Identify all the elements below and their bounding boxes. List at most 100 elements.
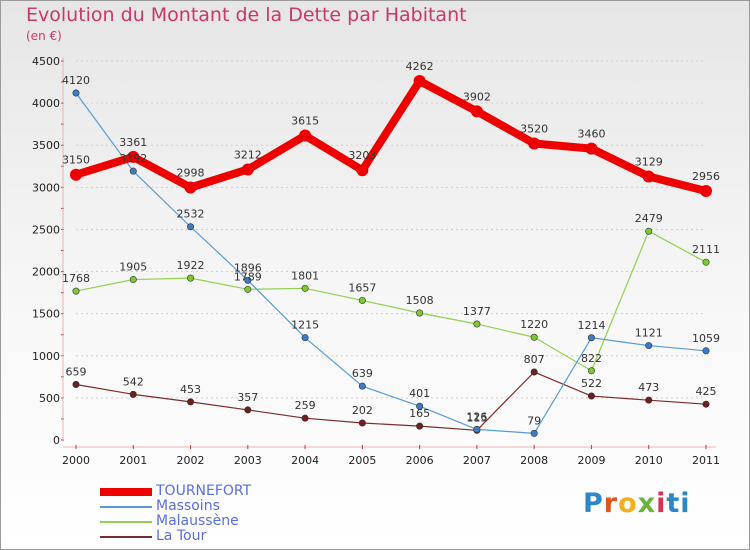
y-tick-label: 4000 — [32, 97, 60, 110]
x-tick-label: 2007 — [463, 454, 491, 467]
chart-subtitle: (en €) — [26, 29, 62, 43]
data-label: 639 — [352, 367, 373, 380]
data-point — [244, 285, 252, 293]
data-label: 1789 — [234, 270, 262, 283]
data-label: 2111 — [692, 243, 720, 256]
data-label: 2998 — [177, 167, 205, 180]
legend-label-malaussene: Malaussène — [156, 513, 239, 529]
data-point — [645, 396, 653, 404]
data-point — [585, 142, 598, 155]
data-point — [530, 429, 538, 437]
legend-item-tournefort: TOURNEFORT — [100, 484, 251, 499]
data-label: 542 — [123, 375, 144, 388]
x-tick-label: 2004 — [291, 454, 319, 467]
grid-layer — [76, 60, 706, 399]
series-line-0 — [72, 77, 710, 196]
data-label: 2532 — [177, 208, 205, 221]
data-label: 259 — [295, 399, 316, 412]
data-point — [301, 414, 309, 422]
x-tick-label: 2006 — [406, 454, 434, 467]
y-tick-label: 1000 — [32, 350, 60, 363]
data-label: 3150 — [62, 154, 90, 167]
x-tick-label: 2000 — [62, 454, 90, 467]
data-label: 2956 — [692, 170, 720, 183]
data-point — [72, 287, 80, 295]
data-point — [642, 170, 655, 183]
data-point — [702, 347, 710, 355]
data-label: 3520 — [520, 123, 548, 136]
data-point — [129, 167, 137, 175]
y-tick-label: 500 — [39, 392, 60, 405]
data-point — [473, 320, 481, 328]
data-label: 3615 — [291, 115, 319, 128]
data-label: 1377 — [463, 305, 491, 318]
data-label: 165 — [409, 407, 430, 420]
data-label: 3460 — [577, 128, 605, 141]
data-point — [301, 284, 309, 292]
data-point — [127, 150, 140, 163]
series-line-1 — [75, 92, 707, 434]
y-tick-label: 1500 — [32, 308, 60, 321]
legend-label-tournefort: TOURNEFORT — [156, 483, 252, 499]
data-point — [530, 333, 538, 341]
data-point — [356, 164, 369, 177]
data-point — [416, 309, 424, 317]
data-point — [241, 163, 254, 176]
data-label: 473 — [638, 381, 659, 394]
data-label: 4120 — [62, 74, 90, 87]
x-tick-label: 2001 — [119, 454, 147, 467]
data-label: 807 — [524, 353, 545, 366]
data-label: 357 — [237, 391, 258, 404]
x-tick-label: 2011 — [692, 454, 720, 467]
data-label: 1121 — [635, 327, 663, 340]
data-label: 1657 — [348, 281, 376, 294]
data-label: 79 — [527, 414, 541, 427]
data-point — [587, 334, 595, 342]
data-point — [530, 368, 538, 376]
x-tick-label: 2010 — [635, 454, 663, 467]
data-point — [645, 342, 653, 350]
series-layer — [70, 75, 712, 437]
data-label: 1059 — [692, 332, 720, 345]
data-label: 3192 — [119, 152, 147, 165]
data-point — [700, 185, 712, 198]
data-label: 401 — [409, 387, 430, 400]
legend-swatch-massoins — [100, 505, 152, 508]
data-label: 3203 — [348, 149, 376, 162]
data-label: 3212 — [234, 148, 262, 161]
x-tick-label: 2005 — [348, 454, 376, 467]
data-point — [72, 89, 80, 97]
y-tick-label: 3500 — [32, 139, 60, 152]
data-label: 522 — [581, 377, 602, 390]
data-point — [416, 402, 424, 410]
data-point — [244, 406, 252, 414]
legend-swatch-tournefort — [100, 487, 152, 496]
y-tick-label: 3000 — [32, 181, 60, 194]
data-point — [187, 398, 195, 406]
data-label: 1905 — [119, 261, 147, 274]
data-point — [187, 223, 195, 231]
legend-item-massoins: Massoins — [100, 499, 251, 514]
data-label: 1896 — [234, 261, 262, 274]
data-labels-layer: 659 542 453 357 259 202 165 115 807 522 473 425 1768… — [62, 60, 720, 427]
data-label: 1214 — [577, 319, 605, 332]
y-tick-label: 2000 — [32, 266, 60, 279]
data-label: 1768 — [62, 272, 90, 285]
data-point — [587, 392, 595, 400]
data-label: 115 — [466, 411, 487, 424]
data-point — [299, 129, 312, 142]
data-label: 3129 — [635, 155, 663, 168]
data-point — [528, 137, 541, 150]
data-label: 2479 — [635, 212, 663, 225]
y-tick-label: 2500 — [32, 223, 60, 236]
data-point — [72, 380, 80, 388]
data-point — [358, 296, 366, 304]
legend-label-massoins: Massoins — [156, 498, 220, 514]
data-label: 1801 — [291, 269, 319, 282]
data-label: 202 — [352, 404, 373, 417]
data-point — [587, 367, 595, 375]
x-tick-label: 2009 — [577, 454, 605, 467]
data-label: 3902 — [463, 90, 491, 103]
data-point — [416, 422, 424, 430]
data-point — [358, 419, 366, 427]
